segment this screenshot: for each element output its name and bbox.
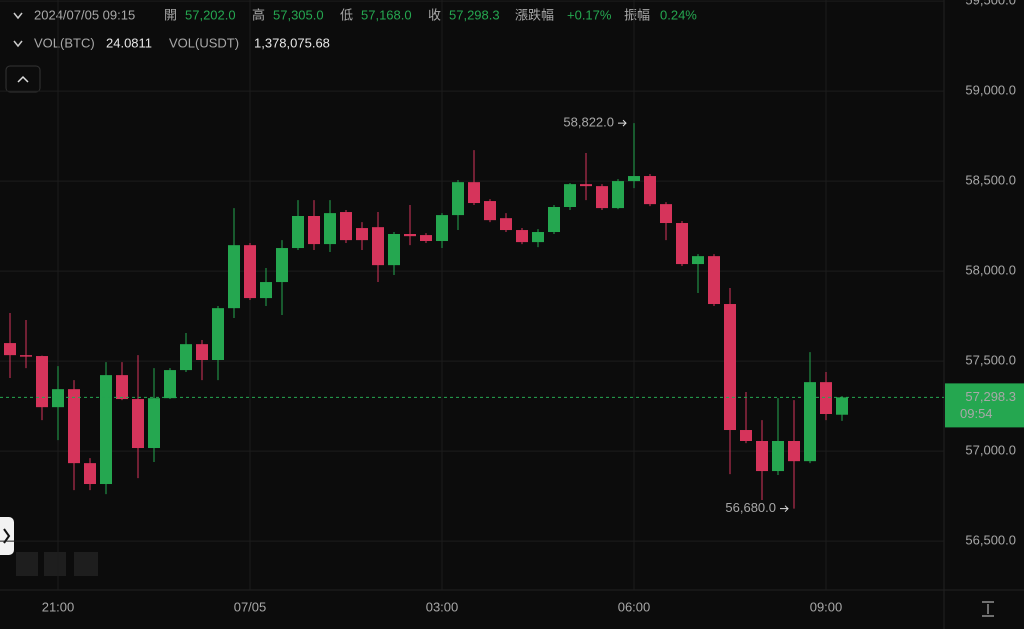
ohlc-value: 0.24% [660, 7, 697, 22]
volume-label: VOL(USDT) [169, 35, 239, 50]
candle-body [372, 227, 384, 266]
candle-body [612, 181, 624, 209]
y-tick-label: 58,000.0 [965, 263, 1016, 278]
candle-body [820, 382, 832, 414]
candle-body [404, 234, 416, 237]
expand-button[interactable] [0, 517, 14, 555]
candle-body [548, 207, 560, 233]
candle-body [116, 375, 128, 400]
extreme-arrow [780, 505, 789, 513]
datetime: 2024/07/05 09:15 [34, 7, 135, 22]
candle-body [436, 215, 448, 242]
x-tick-label: 07/05 [234, 599, 267, 614]
candle-body [260, 282, 272, 299]
collapse-icon[interactable] [13, 12, 23, 20]
candle-body [772, 441, 784, 472]
candle-body [292, 216, 304, 249]
candle-body [324, 213, 336, 245]
countdown: 09:54 [960, 406, 993, 421]
candle-body [244, 245, 256, 299]
ohlc-value: 57,298.3 [449, 7, 500, 22]
candle-body [484, 201, 496, 221]
watermark [16, 552, 98, 576]
extreme-arrow [618, 119, 627, 127]
candle-body [228, 245, 240, 309]
candle-body [708, 256, 720, 305]
y-tick-label: 57,000.0 [965, 443, 1016, 458]
candle-body [420, 235, 432, 242]
volume-value: 24.0811 [106, 35, 152, 50]
ohlc-label: 低 [340, 7, 353, 22]
ohlc-label: 開 [164, 7, 177, 22]
candle-body [788, 441, 800, 462]
candle-body [500, 218, 512, 231]
last-price-tag [945, 383, 1024, 428]
candle-body [340, 212, 352, 241]
y-tick-label: 57,500.0 [965, 353, 1016, 368]
candle-body [596, 186, 608, 209]
ohlc-label: 漲跌幅 [515, 7, 554, 22]
candle-body [356, 228, 368, 241]
ohlc-label: 收 [428, 7, 441, 22]
x-tick-label: 21:00 [42, 599, 75, 614]
candle-body [36, 356, 48, 408]
extreme-label: 58,822.0 [563, 115, 614, 130]
candle-body [740, 430, 752, 441]
candle-body [4, 343, 16, 356]
collapse-icon[interactable] [13, 40, 23, 48]
candle-body [724, 304, 736, 431]
candle-body [52, 389, 64, 408]
candle-body [468, 182, 480, 204]
candle-body [132, 399, 144, 449]
candle-body [660, 204, 672, 224]
candle-body [676, 223, 688, 265]
x-tick-label: 06:00 [618, 599, 651, 614]
candle-body [532, 232, 544, 243]
candle-body [308, 216, 320, 245]
ohlc-value: +0.17% [567, 7, 612, 22]
candle-body [388, 234, 400, 266]
candle-body [276, 248, 288, 283]
candle-body [628, 176, 640, 182]
candle-body [20, 355, 32, 357]
x-tick-label: 03:00 [426, 599, 459, 614]
candle-body [452, 182, 464, 216]
candle-body [836, 397, 848, 415]
candle-body [804, 382, 816, 462]
ohlc-value: 57,168.0 [361, 7, 412, 22]
candle-body [692, 256, 704, 265]
candle-body [68, 389, 80, 464]
y-tick-label: 58,500.0 [965, 173, 1016, 188]
collapse-button[interactable] [5, 65, 41, 93]
extreme-label: 56,680.0 [725, 500, 776, 515]
candle-body [644, 176, 656, 205]
candle-body [580, 184, 592, 187]
volume-value: 1,378,075.68 [254, 35, 330, 50]
candle-body [196, 344, 208, 360]
y-tick-label: 59,500.0 [965, 0, 1016, 8]
candle-body [148, 398, 160, 449]
candle-body [180, 344, 192, 371]
x-tick-label: 09:00 [810, 599, 843, 614]
reset-icon[interactable] [982, 601, 994, 617]
ohlc-label: 高 [252, 7, 265, 22]
collapse-icon [17, 75, 29, 83]
ohlc-value: 57,202.0 [185, 7, 236, 22]
candle-body [756, 441, 768, 472]
candle-body [164, 370, 176, 399]
ohlc-label: 振幅 [624, 7, 650, 22]
candle-body [84, 463, 96, 485]
ohlc-value: 57,305.0 [273, 7, 324, 22]
candle-body [212, 308, 224, 360]
y-tick-label: 59,000.0 [965, 83, 1016, 98]
last-price-label: 57,298.3 [965, 389, 1016, 404]
volume-label: VOL(BTC) [34, 35, 95, 50]
candle-body [100, 375, 112, 485]
y-tick-label: 56,500.0 [965, 533, 1016, 548]
candle-body [564, 184, 576, 207]
candle-body [516, 230, 528, 243]
